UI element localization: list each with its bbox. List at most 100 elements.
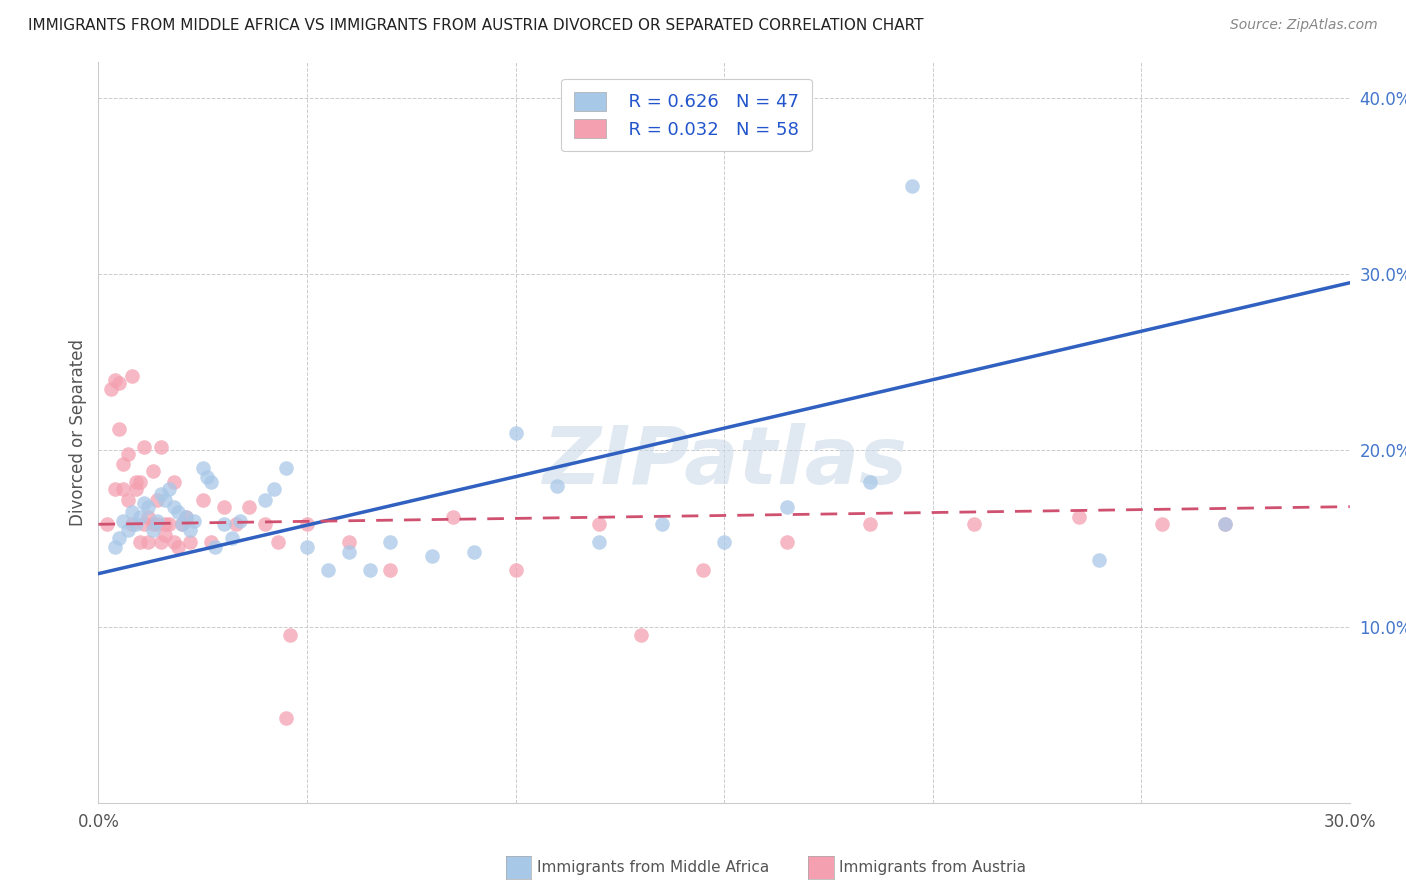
Legend:   R = 0.626   N = 47,   R = 0.032   N = 58: R = 0.626 N = 47, R = 0.032 N = 58: [561, 78, 811, 151]
Point: [630, 628, 652, 642]
Point: [278, 628, 301, 642]
Point: [112, 458, 135, 472]
Point: [134, 517, 156, 532]
Point: [150, 487, 173, 501]
Point: [295, 517, 318, 532]
Point: [121, 369, 143, 384]
Point: [776, 500, 799, 514]
Point: [1150, 517, 1173, 532]
Point: [229, 514, 252, 528]
Point: [963, 517, 986, 532]
Point: [212, 517, 235, 532]
Point: [108, 532, 131, 546]
Point: [420, 549, 443, 563]
Point: [174, 510, 197, 524]
Point: [380, 535, 402, 549]
Text: Immigrants from Middle Africa: Immigrants from Middle Africa: [537, 861, 769, 875]
Point: [146, 517, 169, 532]
Point: [183, 514, 205, 528]
Point: [221, 532, 243, 546]
Point: [263, 482, 285, 496]
Point: [153, 528, 176, 542]
Point: [108, 422, 131, 436]
Point: [179, 535, 201, 549]
Point: [129, 475, 152, 489]
Point: [104, 373, 127, 387]
Point: [153, 517, 176, 532]
Point: [129, 510, 152, 524]
Point: [134, 496, 156, 510]
Point: [274, 711, 298, 725]
Point: [125, 482, 148, 496]
Point: [1213, 517, 1236, 532]
Point: [134, 440, 156, 454]
Point: [859, 475, 882, 489]
Point: [112, 514, 135, 528]
Point: [150, 535, 173, 549]
Point: [174, 510, 197, 524]
Point: [1213, 517, 1236, 532]
Point: [337, 535, 360, 549]
Text: IMMIGRANTS FROM MIDDLE AFRICA VS IMMIGRANTS FROM AUSTRIA DIVORCED OR SEPARATED C: IMMIGRANTS FROM MIDDLE AFRICA VS IMMIGRA…: [28, 18, 924, 33]
Point: [463, 545, 485, 559]
Point: [162, 535, 184, 549]
Point: [713, 535, 735, 549]
Point: [316, 563, 339, 577]
Point: [546, 478, 568, 492]
Point: [441, 510, 464, 524]
Point: [337, 545, 360, 559]
Point: [162, 475, 184, 489]
Point: [1067, 510, 1090, 524]
Point: [204, 540, 226, 554]
Text: Immigrants from Austria: Immigrants from Austria: [839, 861, 1026, 875]
Point: [200, 475, 222, 489]
Point: [179, 523, 201, 537]
Point: [776, 535, 799, 549]
Point: [212, 500, 235, 514]
Point: [267, 535, 290, 549]
Point: [150, 440, 173, 454]
Point: [125, 517, 148, 532]
Point: [146, 514, 169, 528]
Point: [162, 500, 184, 514]
Point: [170, 517, 193, 532]
Point: [104, 540, 127, 554]
Point: [238, 500, 260, 514]
Text: Source: ZipAtlas.com: Source: ZipAtlas.com: [1230, 18, 1378, 32]
Point: [359, 563, 381, 577]
Point: [142, 464, 165, 478]
Point: [157, 517, 180, 532]
Point: [225, 517, 247, 532]
Point: [138, 510, 160, 524]
Point: [200, 535, 222, 549]
Point: [588, 535, 610, 549]
Point: [108, 376, 131, 391]
Point: [146, 492, 169, 507]
Point: [274, 461, 298, 475]
Point: [104, 482, 127, 496]
Point: [142, 523, 165, 537]
Point: [380, 563, 402, 577]
Point: [166, 505, 188, 519]
Point: [138, 535, 160, 549]
Point: [166, 540, 188, 554]
Point: [191, 461, 214, 475]
Point: [157, 482, 180, 496]
Point: [295, 540, 318, 554]
Point: [117, 492, 139, 507]
Point: [117, 447, 139, 461]
Point: [254, 517, 277, 532]
Point: [254, 492, 277, 507]
Point: [153, 492, 176, 507]
Point: [121, 505, 143, 519]
Point: [125, 475, 148, 489]
Point: [900, 178, 922, 193]
Y-axis label: Divorced or Separated: Divorced or Separated: [69, 339, 87, 526]
Point: [195, 469, 218, 483]
Point: [100, 382, 122, 396]
Point: [191, 492, 214, 507]
Point: [121, 517, 143, 532]
Point: [505, 425, 527, 440]
Point: [505, 563, 527, 577]
Point: [112, 482, 135, 496]
